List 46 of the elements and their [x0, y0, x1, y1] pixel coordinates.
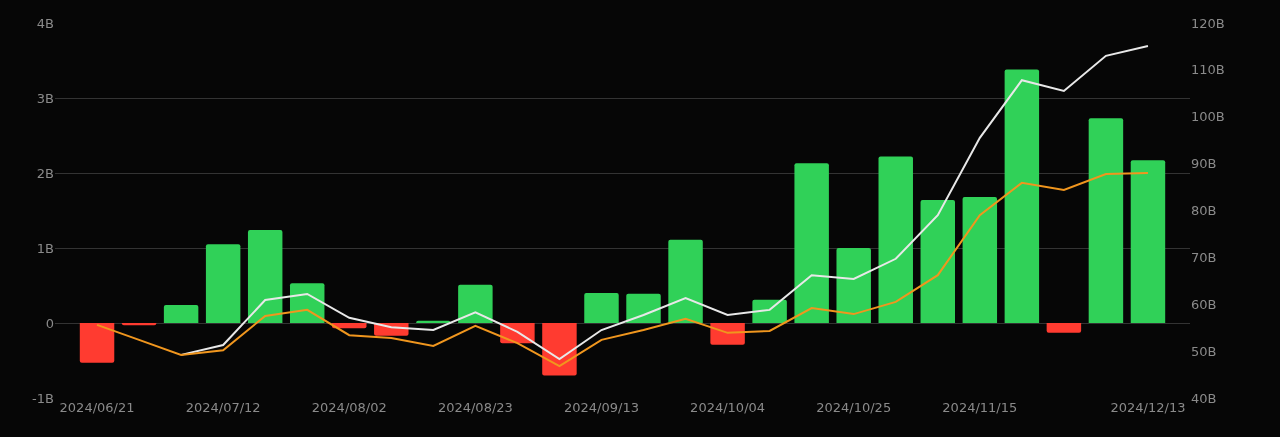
line-series — [96, 172, 1149, 368]
bar — [836, 248, 871, 323]
x-tick-label: 2024/10/04 — [690, 400, 766, 415]
bar — [1130, 160, 1166, 323]
bar — [542, 323, 577, 376]
y2-tick-label: 110B — [1191, 62, 1225, 78]
y-tick-label: 3B — [36, 90, 54, 106]
y-tick-label: 4B — [36, 15, 54, 31]
bar — [962, 197, 998, 323]
x-tick-label: 2024/06/21 — [59, 400, 135, 415]
x-tick-label: 2024/09/13 — [564, 400, 639, 415]
y-tick-label: 1B — [36, 240, 54, 256]
bar — [1046, 323, 1082, 333]
bar — [920, 200, 956, 323]
bar — [458, 284, 493, 323]
x-tick-label: 2024/10/25 — [816, 400, 892, 415]
bar — [79, 323, 115, 363]
bar — [710, 323, 745, 345]
y2-tick-label: 100B — [1191, 109, 1225, 125]
bar — [247, 230, 283, 323]
x-tick-label: 2024/08/02 — [311, 400, 387, 415]
line-series — [180, 44, 1149, 361]
y2-tick-label: 60B — [1191, 296, 1217, 312]
y-tick-label: 2B — [36, 165, 54, 181]
y2-tick-label: 50B — [1191, 343, 1217, 359]
y-tick-label: 0 — [45, 315, 54, 331]
y2-tick-label: 90B — [1191, 156, 1217, 172]
bar — [584, 293, 619, 323]
bar — [626, 293, 661, 323]
bar — [794, 163, 829, 323]
x-tick-label: 2024/12/13 — [1110, 400, 1186, 415]
x-tick-label: 2024/11/15 — [942, 400, 1018, 415]
bar — [668, 239, 703, 323]
y2-tick-label: 80B — [1191, 203, 1217, 219]
bar — [1088, 118, 1124, 323]
bar — [1004, 69, 1040, 323]
y2-tick-label: 120B — [1191, 15, 1225, 31]
bar — [163, 305, 199, 323]
x-tick-label: 2024/07/12 — [185, 400, 261, 415]
bar — [205, 244, 241, 323]
y2-tick-label: 70B — [1191, 249, 1217, 265]
bar — [878, 156, 913, 323]
bar — [752, 299, 787, 323]
x-tick-label: 2024/08/23 — [437, 400, 513, 415]
y2-tick-label: 40B — [1191, 390, 1217, 406]
y-tick-label: -1B — [32, 390, 54, 406]
